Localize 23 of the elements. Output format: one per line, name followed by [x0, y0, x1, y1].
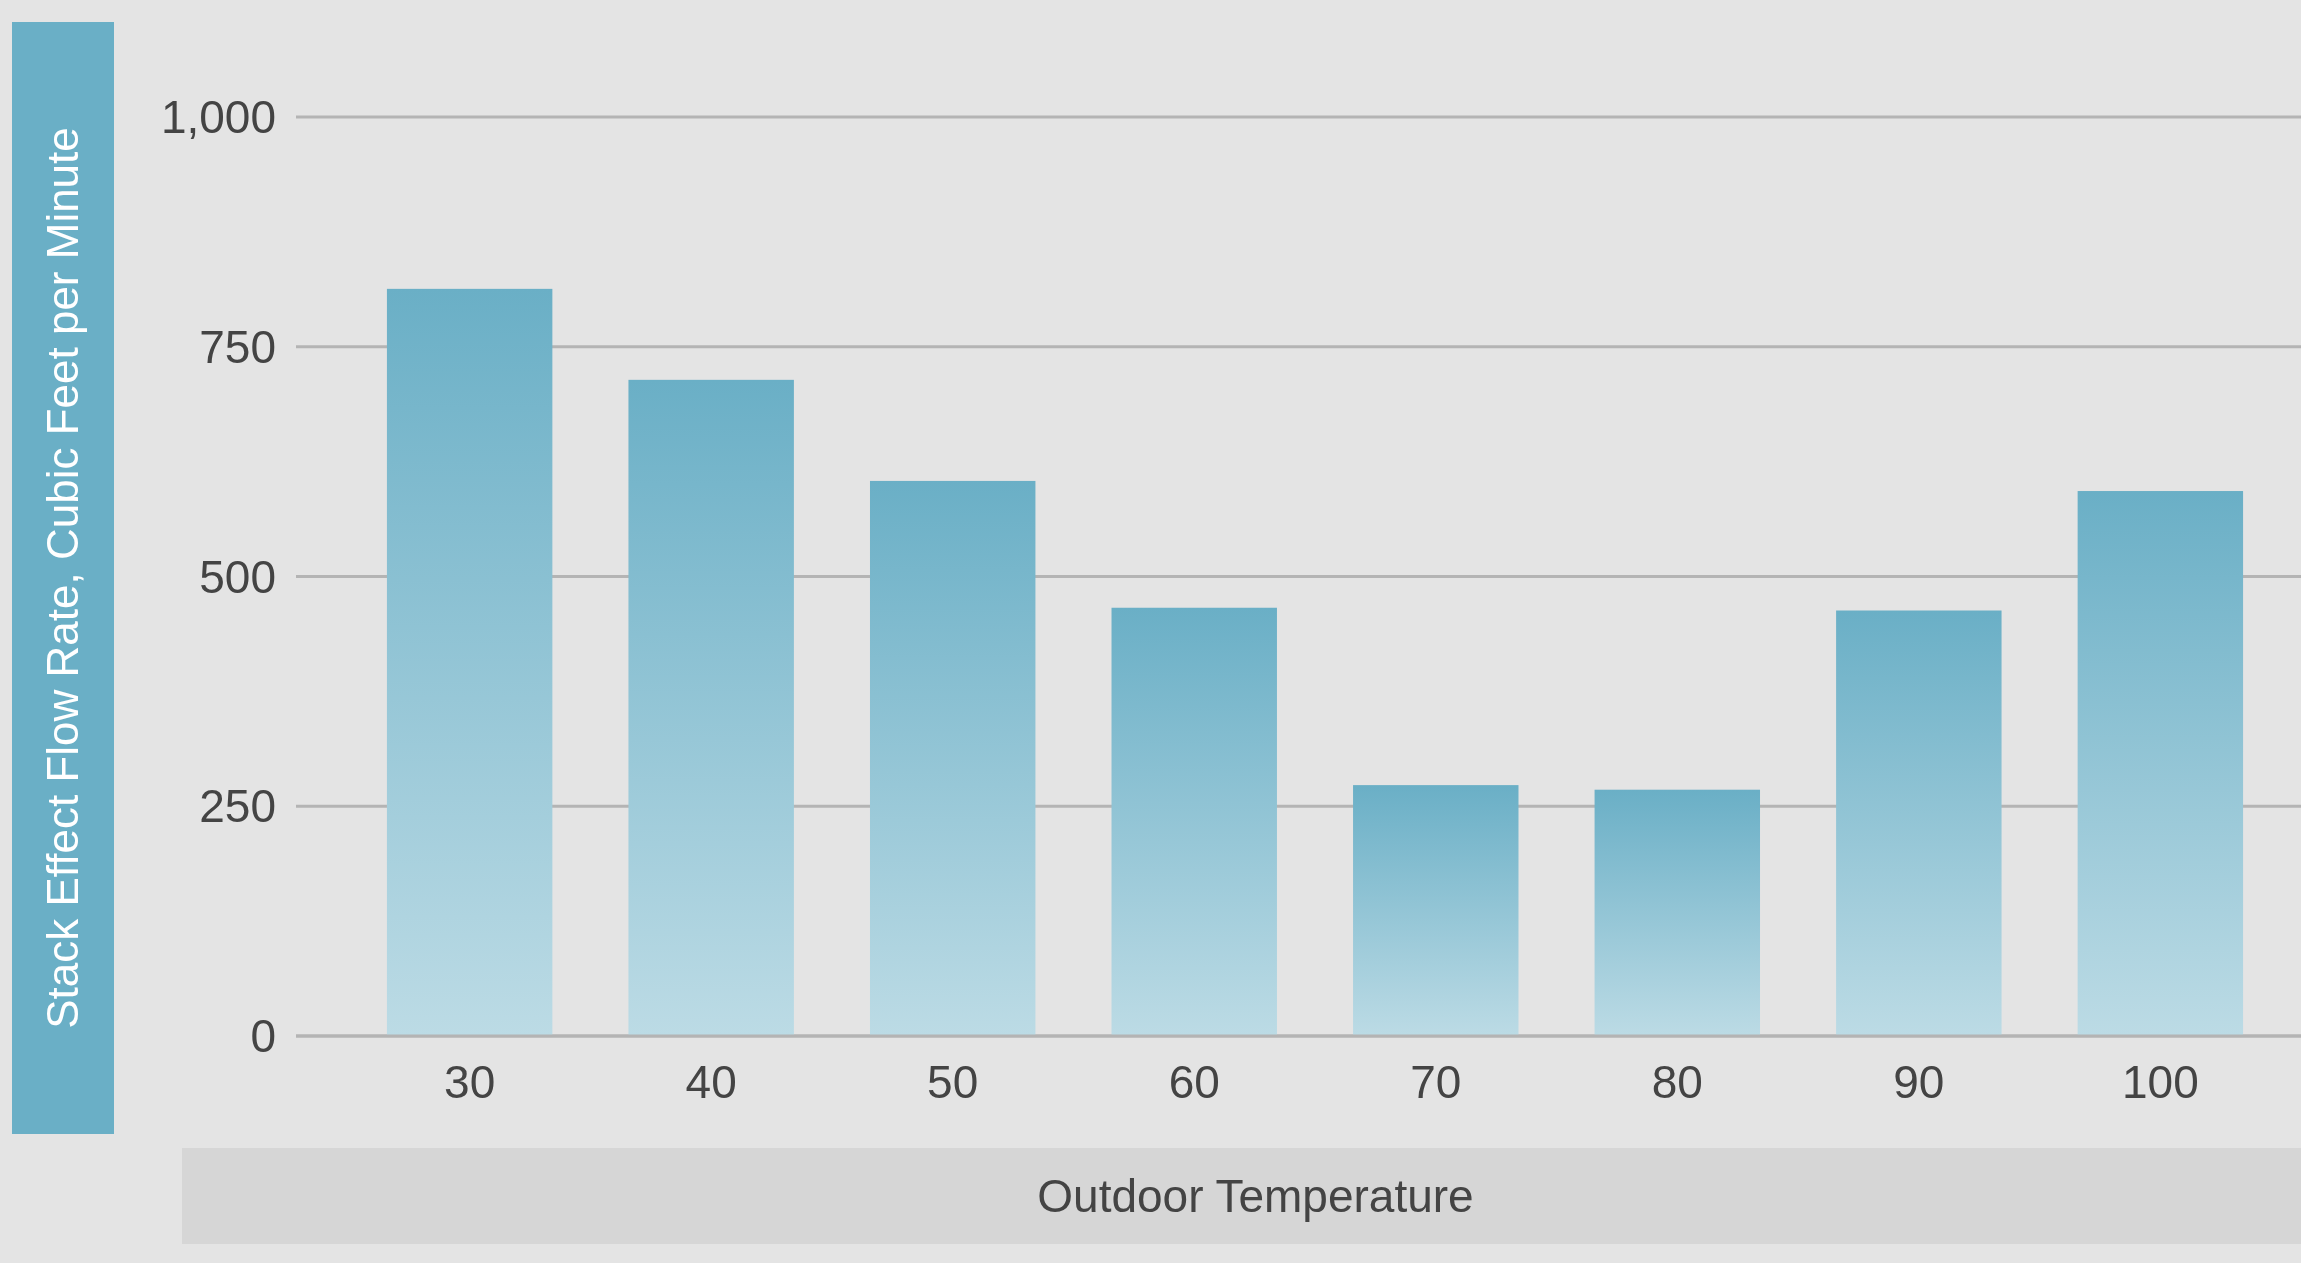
- x-axis-title: Outdoor Temperature: [1037, 1170, 1474, 1223]
- x-tick-label: 60: [1168, 1056, 1220, 1109]
- y-tick-label: 250: [199, 780, 276, 833]
- y-tick-label: 1,000: [160, 91, 276, 144]
- x-tick-label: 40: [685, 1056, 737, 1109]
- bar: [386, 288, 553, 1036]
- x-tick-label: 70: [1410, 1056, 1462, 1109]
- x-tick-label: 100: [2121, 1056, 2199, 1109]
- x-tick-label: 80: [1651, 1056, 1703, 1109]
- bar: [1594, 789, 1761, 1036]
- bar: [1111, 607, 1277, 1036]
- bar: [1836, 610, 2002, 1036]
- y-axis-title: Stack Effect Flow Rate, Cubic Feet per Minute: [38, 127, 87, 1029]
- bar: [628, 379, 794, 1036]
- y-tick-label: 0: [250, 1010, 276, 1063]
- x-tick-label: 30: [444, 1056, 496, 1109]
- bar: [869, 480, 1036, 1036]
- y-tick-label: 500: [199, 550, 276, 603]
- bar: [2077, 491, 2244, 1036]
- x-tick-label: 90: [1893, 1056, 1945, 1109]
- bar: [1353, 785, 1519, 1036]
- y-tick-label: 750: [199, 320, 276, 373]
- x-tick-label: 50: [927, 1056, 979, 1109]
